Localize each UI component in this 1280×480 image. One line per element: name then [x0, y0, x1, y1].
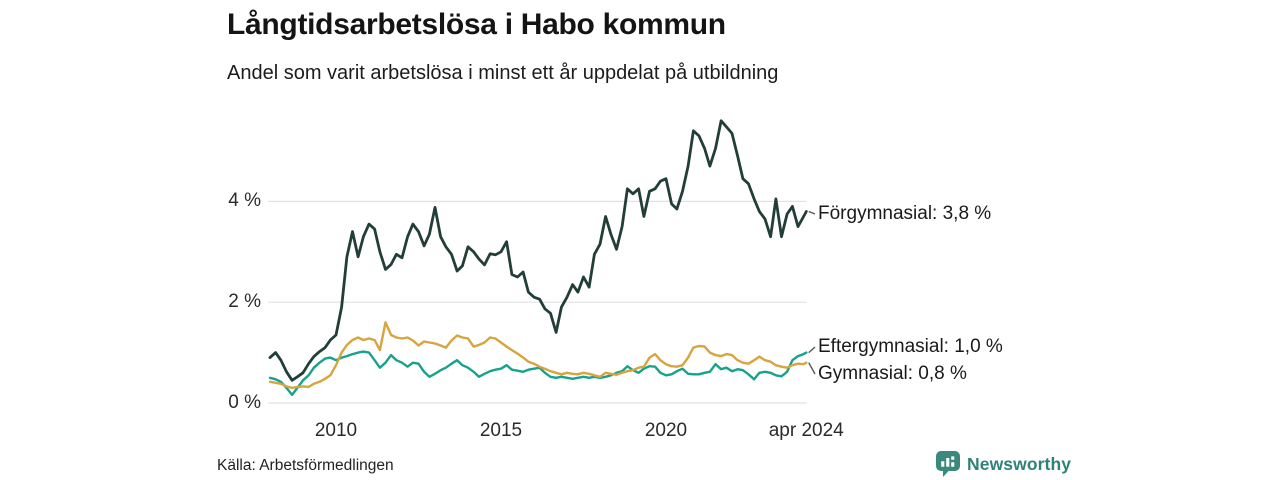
newsworthy-logo-icon — [936, 451, 960, 477]
source-caption: Källa: Arbetsförmedlingen — [217, 457, 394, 474]
series-end-label-gymnasial: Gymnasial: 0,8 % — [818, 363, 967, 384]
x-tick-label: 2015 — [479, 420, 523, 441]
x-tick-label: 2010 — [314, 420, 358, 441]
newsworthy-logo-text: Newsworthy — [967, 453, 1072, 474]
newsworthy-logo: Newsworthy — [936, 451, 1071, 477]
y-tick-label: 2 % — [228, 291, 261, 313]
series-end-label-forgymnasial: Förgymnasial: 3,8 % — [818, 203, 992, 224]
series-line-eftergymnasial — [268, 350, 808, 397]
series-line-förgymnasial — [268, 119, 808, 382]
chart-title: Långtidsarbetslösa i Habo kommun — [227, 8, 726, 41]
series-line-gymnasial — [268, 321, 808, 390]
x-tick-label: apr 2024 — [768, 420, 844, 441]
chart-subtitle: Andel som varit arbetslösa i minst ett å… — [227, 62, 779, 84]
series-end-label-eftergymnasial: Eftergymnasial: 1,0 % — [818, 336, 1003, 357]
y-tick-label: 4 % — [228, 190, 261, 212]
y-tick-label: 0 % — [228, 392, 261, 413]
x-tick-label: 2020 — [644, 420, 688, 441]
